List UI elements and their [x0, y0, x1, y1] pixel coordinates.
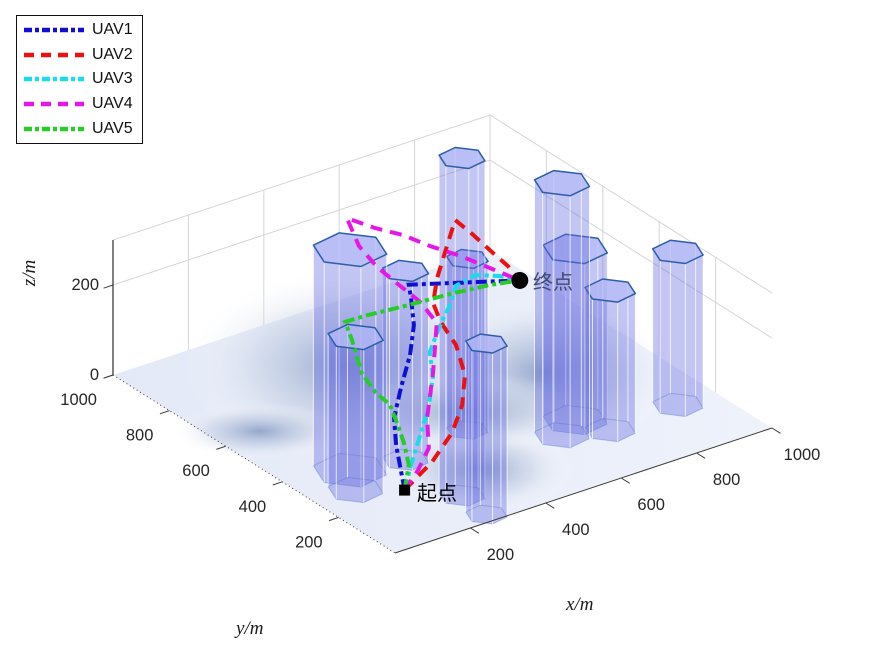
- svg-text:600: 600: [637, 496, 665, 514]
- building: [381, 259, 430, 471]
- svg-text:1000: 1000: [60, 391, 97, 409]
- legend-label: UAV1: [92, 21, 133, 39]
- legend-line-sample: [24, 28, 84, 33]
- legend-label: UAV5: [92, 119, 133, 137]
- trajectory-uav1: [392, 278, 520, 491]
- legend-label: UAV3: [92, 70, 133, 88]
- svg-text:1000: 1000: [784, 446, 821, 464]
- trajectory-uav2: [403, 216, 522, 492]
- tick-labels: 200 400 600 800 1000 200 400 600 800 1000 0 200: [60, 276, 820, 564]
- terrain-hill: [171, 402, 349, 460]
- svg-text:200: 200: [71, 276, 99, 294]
- svg-text:800: 800: [713, 471, 741, 489]
- y-axis-label: y/m: [236, 618, 264, 639]
- legend-line-sample: [24, 52, 84, 58]
- trajectory-uav4: [343, 214, 521, 492]
- legend-item-uav4: UAV4: [17, 96, 142, 112]
- axis-rulers: [103, 240, 781, 554]
- svg-text:200: 200: [487, 546, 515, 564]
- legend-label: UAV2: [92, 45, 133, 63]
- legend-box: UAV1 UAV2 UAV3 UAV4 UAV5: [16, 15, 143, 144]
- svg-text:600: 600: [182, 462, 210, 480]
- svg-text:400: 400: [562, 521, 590, 539]
- start-marker: [399, 484, 411, 496]
- legend-line-sample: [24, 126, 84, 131]
- start-point-label: 起点: [417, 483, 457, 505]
- building: [651, 239, 704, 418]
- building: [533, 169, 591, 449]
- end-point-label: 终点: [533, 272, 573, 294]
- building: [465, 333, 508, 525]
- z-axis-label: z/m: [19, 259, 40, 287]
- svg-text:400: 400: [239, 498, 267, 516]
- legend-label: UAV4: [92, 95, 133, 113]
- building: [327, 323, 384, 504]
- building: [584, 278, 637, 443]
- trajectory-uav3: [402, 272, 521, 491]
- x-axis-label: x/m: [566, 594, 594, 615]
- legend-line-sample: [24, 77, 84, 82]
- legend-line-sample: [24, 101, 84, 107]
- trajectory-uav5: [342, 278, 521, 491]
- end-marker: [511, 271, 529, 289]
- legend-item-uav5: UAV5: [17, 119, 142, 137]
- legend-item-uav1: UAV1: [17, 22, 142, 38]
- svg-text:800: 800: [126, 427, 154, 445]
- legend-item-uav2: UAV2: [17, 45, 142, 63]
- svg-text:0: 0: [90, 366, 99, 384]
- svg-text:200: 200: [295, 533, 323, 551]
- legend-item-uav3: UAV3: [17, 71, 142, 87]
